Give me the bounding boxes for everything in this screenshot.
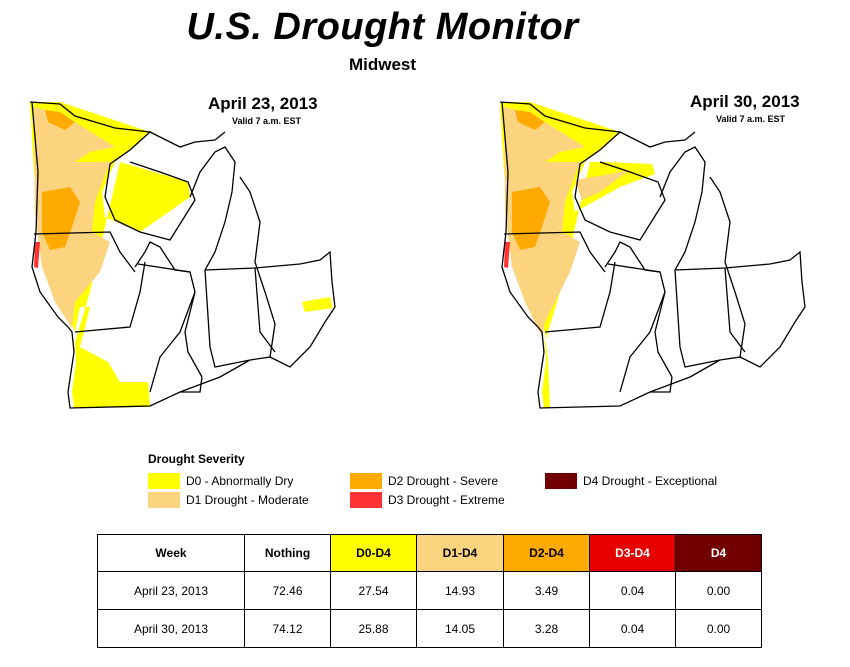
d2-area xyxy=(512,187,550,250)
legend-label: D0 - Abnormally Dry xyxy=(186,474,294,488)
header-d4: D4 xyxy=(675,534,762,572)
table-cell: 25.88 xyxy=(330,609,417,648)
header-d3-d4: D3-D4 xyxy=(589,534,676,572)
d3-area xyxy=(34,242,40,268)
map-date: April 23, 2013 xyxy=(208,94,318,113)
legend-swatch xyxy=(148,492,180,508)
table-cell: 3.49 xyxy=(503,571,590,610)
drought-map-april-30: April 30, 2013 Valid 7 a.m. EST xyxy=(490,92,810,422)
table-cell: 0.04 xyxy=(589,609,676,648)
d2-area-north xyxy=(45,110,75,130)
header-d1-d4: D1-D4 xyxy=(416,534,504,572)
table-cell: 74.12 xyxy=(244,609,331,648)
header-nothing: Nothing xyxy=(244,534,331,572)
legend-item-d4: D4 Drought - Exceptional xyxy=(545,473,717,489)
table-cell: 0.00 xyxy=(675,571,762,610)
d1-area-wisconsin xyxy=(575,170,630,200)
legend-item-d1: D1 Drought - Moderate xyxy=(148,492,309,508)
legend-swatch xyxy=(350,492,382,508)
legend-label: D3 Drought - Extreme xyxy=(388,493,505,507)
legend-label: D4 Drought - Exceptional xyxy=(583,474,718,488)
legend-item-d0: D0 - Abnormally Dry xyxy=(148,473,293,489)
drought-statistics-table: Week Nothing D0-D4 D1-D4 D2-D4 D3-D4 D4 … xyxy=(97,534,762,648)
header-week: Week xyxy=(97,534,245,572)
map-graphic xyxy=(29,101,336,409)
d0-area-ohio xyxy=(302,297,333,312)
d2-area-north xyxy=(515,110,545,130)
table-header-row: Week Nothing D0-D4 D1-D4 D2-D4 D3-D4 D4 xyxy=(97,534,762,572)
table-cell: 72.46 xyxy=(244,571,331,610)
drought-map-april-23: April 23, 2013 Valid 7 a.m. EST xyxy=(20,92,340,422)
table-row: April 30, 2013 74.12 25.88 14.05 3.28 0.… xyxy=(97,609,762,648)
table-cell: April 23, 2013 xyxy=(97,571,245,610)
header-d0-d4: D0-D4 xyxy=(330,534,417,572)
table-cell: 3.28 xyxy=(503,609,590,648)
map-valid-time: Valid 7 a.m. EST xyxy=(232,116,302,126)
table-cell: April 30, 2013 xyxy=(97,609,245,648)
d1-area xyxy=(504,107,585,337)
legend-title: Drought Severity xyxy=(148,452,245,466)
table-cell: 27.54 xyxy=(330,571,417,610)
table-cell: 14.05 xyxy=(416,609,504,648)
legend-item-d2: D2 Drought - Severe xyxy=(350,473,498,489)
table-row: April 23, 2013 72.46 27.54 14.93 3.49 0.… xyxy=(97,571,762,610)
table-cell: 14.93 xyxy=(416,571,504,610)
legend-swatch xyxy=(148,473,180,489)
d2-area xyxy=(42,187,80,250)
region-subtitle: Midwest xyxy=(348,55,417,74)
page-title: U.S. Drought Monitor xyxy=(186,6,579,48)
table-cell: 0.04 xyxy=(589,571,676,610)
d3-area xyxy=(504,242,510,268)
legend-item-d3: D3 Drought - Extreme xyxy=(350,492,505,508)
map-graphic xyxy=(499,101,806,409)
legend-label: D1 Drought - Moderate xyxy=(186,493,309,507)
legend-swatch xyxy=(545,473,577,489)
table-cell: 0.00 xyxy=(675,609,762,648)
map-valid-time: Valid 7 a.m. EST xyxy=(716,114,786,124)
legend-label: D2 Drought - Severe xyxy=(388,474,499,488)
header-d2-d4: D2-D4 xyxy=(503,534,590,572)
map-date: April 30, 2013 xyxy=(690,92,800,111)
legend-swatch xyxy=(350,473,382,489)
